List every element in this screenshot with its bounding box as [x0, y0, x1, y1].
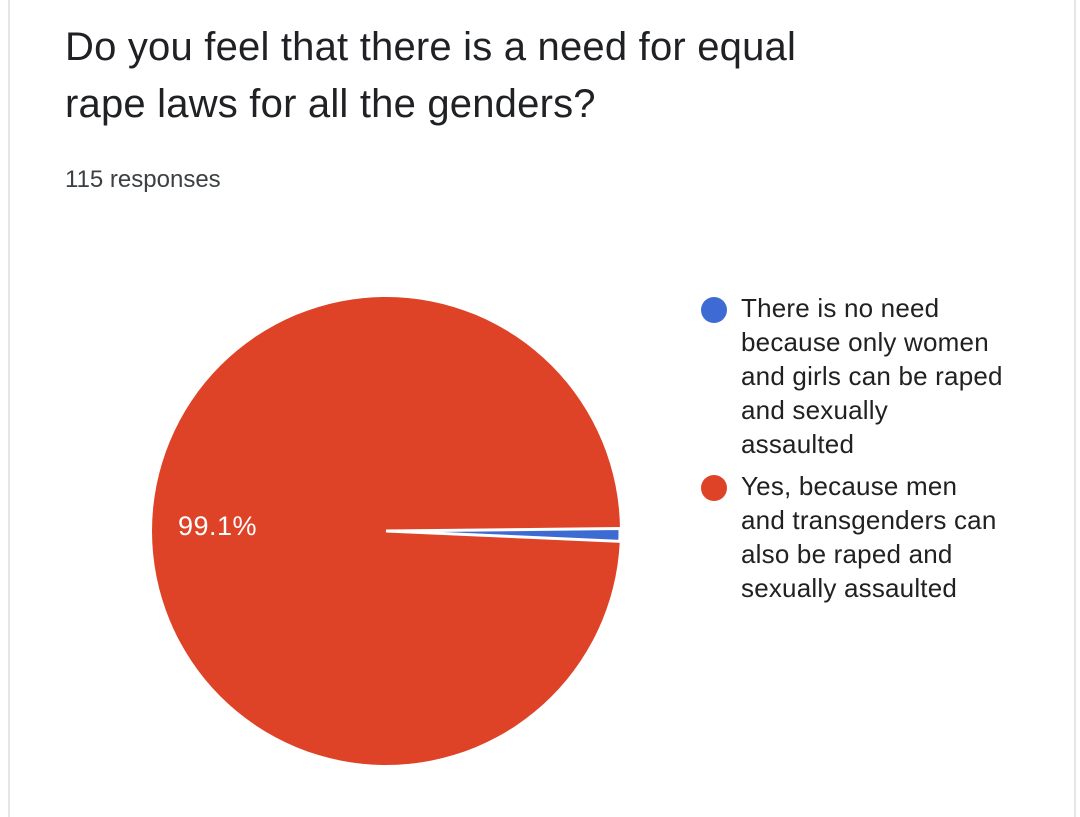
- legend-label-line: because only women: [741, 327, 989, 357]
- legend-label-line: There is no need: [741, 293, 940, 323]
- legend-label-line: and sexually: [741, 395, 888, 425]
- response-count: 115 responses: [65, 166, 221, 193]
- question-title: Do you feel that there is a need for equ…: [65, 19, 796, 133]
- question-title-line-2: rape laws for all the genders?: [65, 82, 596, 126]
- legend-label-line: assaulted: [741, 429, 855, 459]
- legend-label-line: sexually assaulted: [741, 573, 958, 603]
- legend-label-line: Yes, because men: [741, 471, 958, 501]
- pie-slice-no-need[interactable]: [385, 527, 622, 543]
- legend-swatch-blue-icon: [701, 297, 727, 323]
- legend-label-line: also be raped and: [741, 539, 953, 569]
- legend-label-line: and girls can be raped: [741, 361, 1003, 391]
- legend-label-no-need: There is no need because only women and …: [741, 291, 1003, 461]
- pie-chart: 99.1%: [150, 295, 622, 767]
- legend-item-no-need: There is no need because only women and …: [701, 291, 1003, 461]
- legend-label-line: and transgenders can: [741, 505, 997, 535]
- pie-chart-svg: [152, 297, 622, 765]
- legend-label-yes: Yes, because men and transgenders can al…: [741, 469, 997, 605]
- legend-item-yes: Yes, because men and transgenders can al…: [701, 469, 997, 605]
- legend-swatch-red-icon: [701, 475, 727, 501]
- pie-percent-label: 99.1%: [178, 511, 258, 541]
- question-title-line-1: Do you feel that there is a need for equ…: [65, 25, 797, 69]
